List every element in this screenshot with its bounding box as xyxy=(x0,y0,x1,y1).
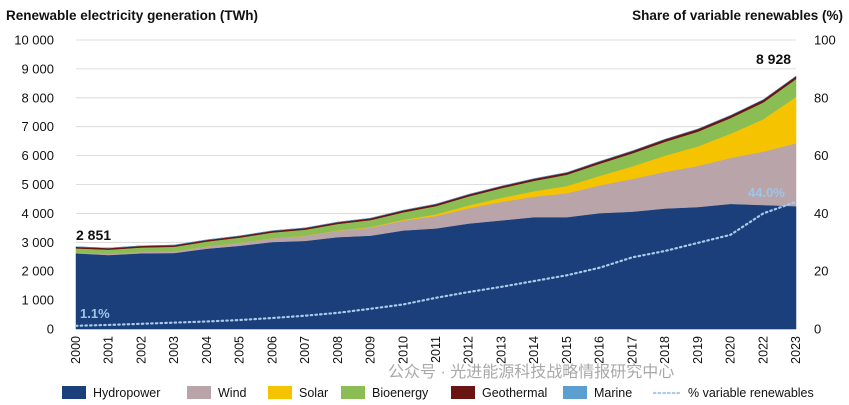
area-marine xyxy=(75,75,797,249)
y-tick-label: 3 000 xyxy=(21,235,54,250)
legend-label: Solar xyxy=(299,386,328,400)
y-tick-label: 1 000 xyxy=(21,293,54,308)
y-tick-label: 10 000 xyxy=(14,33,54,48)
y-tick-label: 8 000 xyxy=(21,90,54,105)
y2-tick-label: 20 xyxy=(814,264,828,279)
right-axis-ticks: 0 20 40 60 80 100 xyxy=(814,33,836,337)
x-tick-label: 2023 xyxy=(789,336,803,364)
stacked-areas xyxy=(75,75,797,330)
x-tick-label: 2003 xyxy=(167,336,181,364)
x-tick-label: 2007 xyxy=(298,336,312,364)
x-tick-label: 2001 xyxy=(102,336,116,364)
watermark-text: 公众号 · 光进能源科技战略情报研究中心 xyxy=(388,363,674,381)
start-total-label: 2 851 xyxy=(76,227,111,243)
y-tick-label: 5 000 xyxy=(21,177,54,192)
x-tick-label: 2008 xyxy=(331,336,345,364)
x-tick-label: 2005 xyxy=(233,336,247,364)
legend-swatch xyxy=(187,386,211,399)
annotations: 2 851 8 928 1.1% 44.0% xyxy=(76,51,791,321)
x-tick-label: 2002 xyxy=(134,336,148,364)
pct-line xyxy=(74,200,798,327)
legend-item-bioenergy: Bioenergy xyxy=(341,386,429,400)
legend-label: Hydropower xyxy=(93,386,160,400)
legend-item-wind: Wind xyxy=(187,386,247,400)
y-tick-label: 0 xyxy=(47,322,54,337)
y-tick-label: 2 000 xyxy=(21,264,54,279)
x-tick-label: 2022 xyxy=(756,336,770,364)
legend-swatch xyxy=(341,386,365,399)
left-axis-title: Renewable electricity generation (TWh) xyxy=(6,8,258,23)
legend-swatch xyxy=(62,386,86,399)
x-tick-label: 2014 xyxy=(527,336,541,364)
x-tick-label: 2004 xyxy=(200,336,214,364)
y2-tick-label: 80 xyxy=(814,90,828,105)
legend-label: Bioenergy xyxy=(372,386,429,400)
x-axis-ticks: 2000 2001 2002 2003 2004 2005 2006 2007 2008 2009… xyxy=(69,336,803,364)
x-tick-label: 2017 xyxy=(625,336,639,364)
legend-swatch xyxy=(451,386,475,399)
y-tick-label: 6 000 xyxy=(21,148,54,163)
legend-item-hydropower: Hydropower xyxy=(62,386,160,400)
y-tick-label: 7 000 xyxy=(21,119,54,134)
x-tick-label: 2016 xyxy=(593,336,607,364)
y2-tick-label: 60 xyxy=(814,148,828,163)
right-axis-title: Share of variable renewables (%) xyxy=(632,8,843,23)
start-pct-label: 1.1% xyxy=(80,306,110,321)
y2-tick-label: 100 xyxy=(814,33,836,48)
x-tick-label: 2020 xyxy=(724,336,738,364)
variable-share-line xyxy=(74,200,798,327)
y2-tick-label: 0 xyxy=(814,322,821,337)
legend-label: Wind xyxy=(218,386,247,400)
x-tick-label: 2000 xyxy=(69,336,83,364)
x-tick-label: 2010 xyxy=(396,336,410,364)
legend-swatch xyxy=(563,386,587,399)
legend-item-geothermal: Geothermal xyxy=(451,386,547,400)
y-tick-label: 4 000 xyxy=(21,206,54,221)
x-tick-label: 2018 xyxy=(658,336,672,364)
legend: Hydropower Wind Solar Bioenergy Geothermal Ma… xyxy=(62,386,814,400)
end-pct-label: 44.0% xyxy=(748,185,785,200)
y2-tick-label: 40 xyxy=(814,206,828,221)
legend-swatch xyxy=(268,386,292,399)
x-tick-label: 2013 xyxy=(494,336,508,364)
legend-label: Geothermal xyxy=(482,386,547,400)
y-tick-label: 9 000 xyxy=(21,61,54,76)
legend-item-marine: Marine xyxy=(563,386,632,400)
x-tick-label: 2009 xyxy=(364,336,378,364)
x-tick-label: 2015 xyxy=(560,336,574,364)
legend-label: Marine xyxy=(594,386,632,400)
x-tick-label: 2011 xyxy=(429,336,443,363)
legend-item-solar: Solar xyxy=(268,386,328,400)
legend-label: % variable renewables xyxy=(688,386,814,400)
end-total-label: 8 928 xyxy=(756,51,791,67)
x-tick-label: 2012 xyxy=(462,336,476,364)
x-tick-label: 2019 xyxy=(691,336,705,364)
x-tick-label: 2006 xyxy=(265,336,279,364)
legend-item-pct-line: % variable renewables xyxy=(652,386,814,400)
left-axis-ticks: 0 1 000 2 000 3 000 4 000 5 000 6 000 7 000 8 00… xyxy=(14,33,54,337)
